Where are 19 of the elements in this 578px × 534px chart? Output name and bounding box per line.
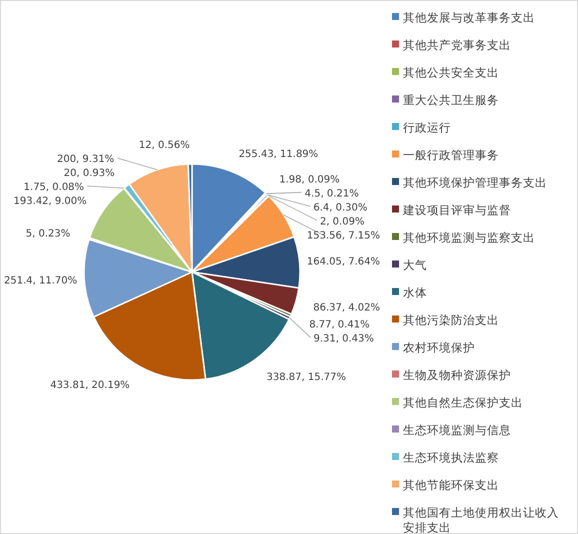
legend-label: 其他节能环保支出 <box>403 478 499 492</box>
legend-label: 水体 <box>403 286 427 300</box>
legend-label: 一般行政管理事务 <box>403 148 499 162</box>
legend-label: 其他公共安全支出 <box>403 66 499 80</box>
legend-label: 行政运行 <box>403 120 451 134</box>
legend-label: 其他环境监测与监察支出 <box>403 230 535 244</box>
legend-label: 建设项目评审与监督 <box>402 203 511 217</box>
legend-label: 生态环境监测与信息 <box>403 423 511 437</box>
legend-label: 农村环境保护 <box>403 340 475 354</box>
legend-label: 重大公共卫生服务 <box>403 93 499 107</box>
legend-label: 其他共产党事务支出 <box>403 38 511 52</box>
legend-label: 其他国有土地使用权出让收入安排支出 <box>403 506 559 534</box>
legend-label: 其他自然生态保护支出 <box>403 396 523 410</box>
legend-label: 其他污染防治支出 <box>403 313 499 327</box>
legend-label: 生物及物种资源保护 <box>403 368 511 382</box>
legend-label: 大气 <box>403 258 427 272</box>
legend-label: 其他发展与改革事务支出 <box>403 10 535 24</box>
legend-label: 其他环境保护管理事务支出 <box>403 176 547 190</box>
legend-label: 生态环境执法监察 <box>403 450 499 464</box>
